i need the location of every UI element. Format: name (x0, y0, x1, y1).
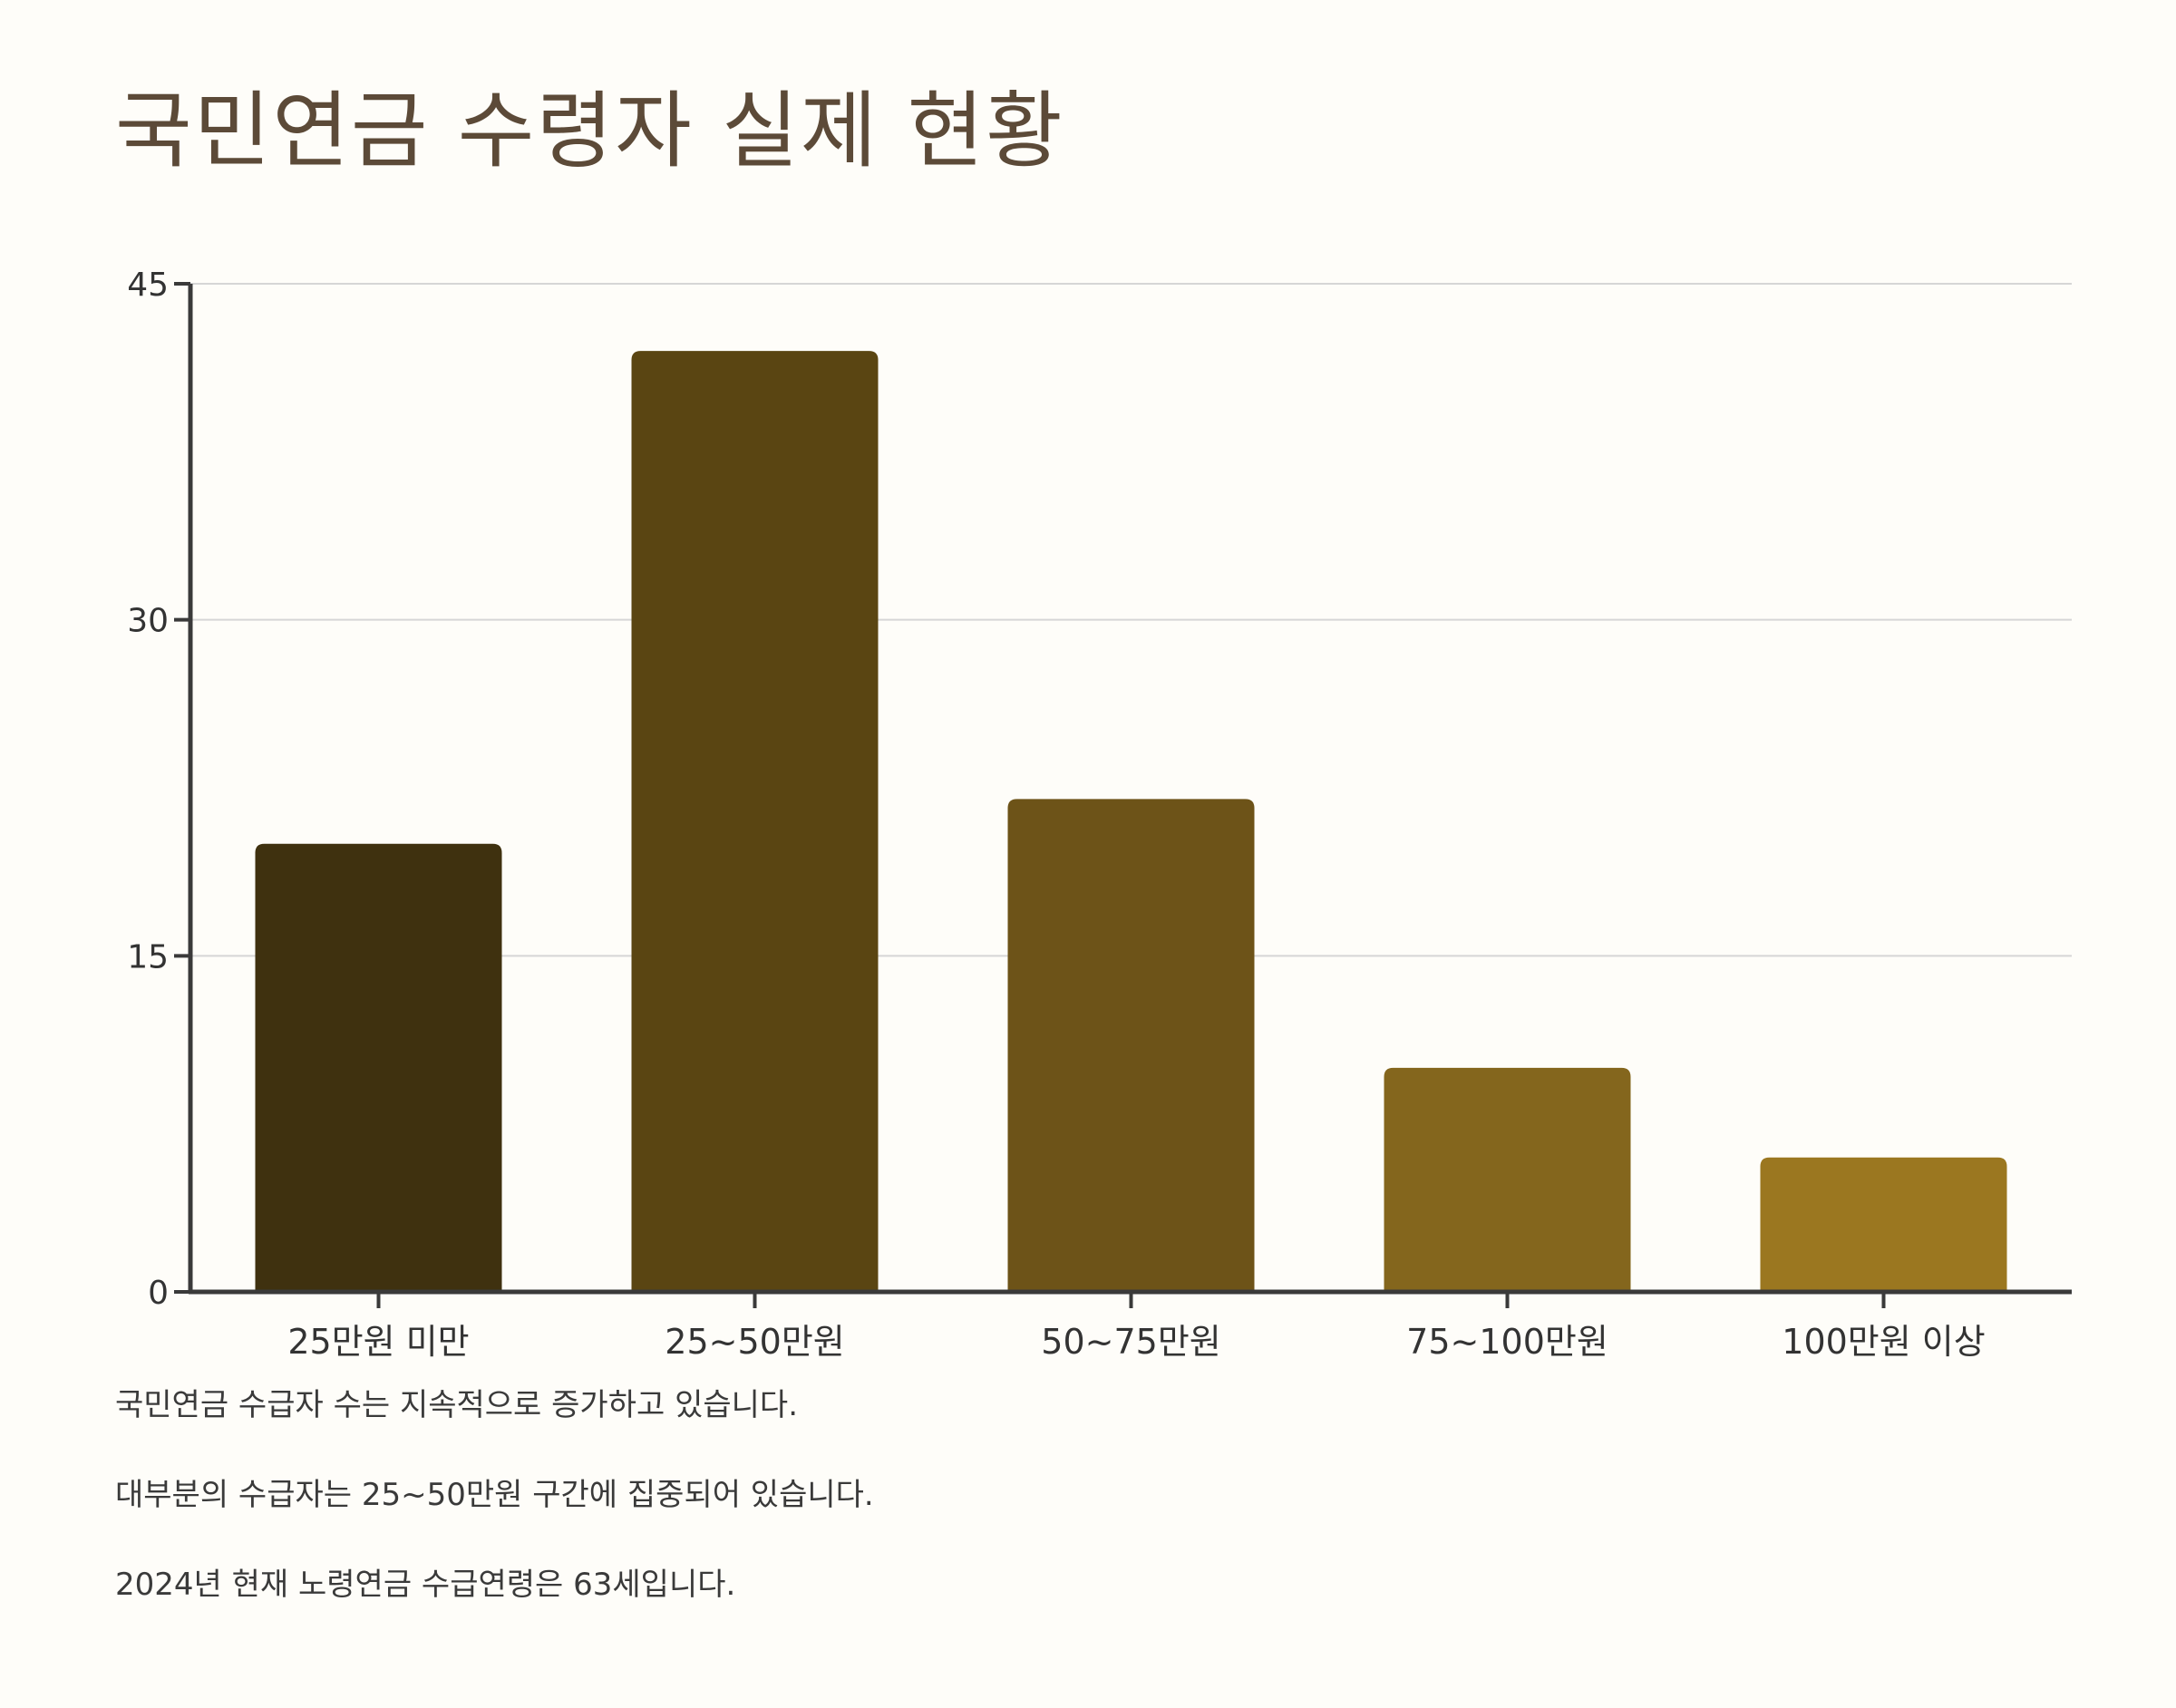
x-tick-label: 25~50만원 (665, 1322, 844, 1362)
bar-2 (631, 351, 879, 1293)
note-concentration: 대부분의 수급자는 25~50만원 구간에 집중되어 있습니다. (115, 1477, 874, 1513)
note-growth: 국민연금 수급자 수는 지속적으로 증가하고 있습니다. (115, 1387, 799, 1423)
page-title: 국민연금 수령자 실제 현황 (115, 82, 1064, 180)
bar-3 (1007, 799, 1255, 1292)
y-tick-label: 45 (127, 267, 169, 304)
x-tick-label: 50~75만원 (1041, 1322, 1220, 1362)
y-tick-label: 15 (127, 938, 169, 975)
x-tick-label: 100만원 이상 (1782, 1322, 1985, 1362)
bar-4 (1384, 1067, 1631, 1292)
tick-labels: 0 15 30 45 25만원 미만 25~50만원 50~75만원 75~100만원 100만… (127, 267, 1986, 1362)
y-tick-label: 30 (127, 603, 169, 640)
x-tick-label: 75~100만원 (1406, 1322, 1608, 1362)
bar-5 (1760, 1157, 2007, 1292)
bars (255, 351, 2007, 1293)
x-tick-label: 25만원 미만 (287, 1322, 469, 1362)
notes-section: 국민연금 수급자 수는 지속적으로 증가하고 있습니다. 대부분의 수급자는 2… (115, 1387, 2064, 1656)
axes (174, 282, 2072, 1308)
y-tick-label: 0 (148, 1275, 169, 1312)
bar-1 (255, 843, 502, 1292)
note-pension-age: 2024년 현재 노령연금 수급연령은 63세입니다. (115, 1567, 736, 1603)
